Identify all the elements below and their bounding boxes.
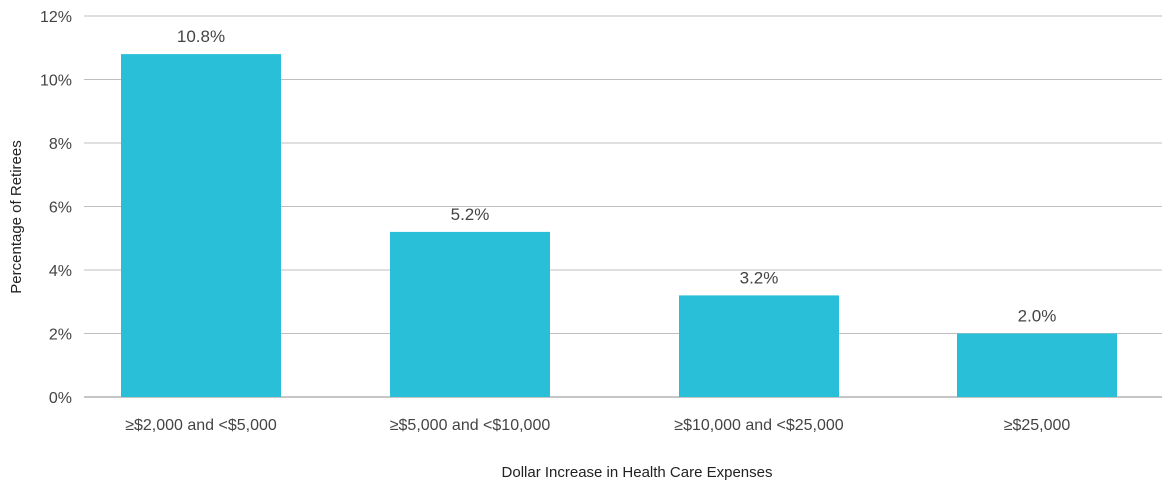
bars xyxy=(121,54,1117,397)
y-tick-label: 0% xyxy=(49,390,72,407)
data-label: 5.2% xyxy=(451,205,490,224)
bar xyxy=(679,295,839,397)
y-tick-label: 10% xyxy=(40,73,72,90)
y-axis-ticks: 0% 2% 4% 6% 8% 10% 12% xyxy=(40,9,72,407)
y-tick-label: 2% xyxy=(49,327,72,344)
bar xyxy=(121,54,281,397)
data-label: 10.8% xyxy=(177,27,225,46)
x-category-label: ≥$10,000 and <$25,000 xyxy=(674,417,843,434)
y-tick-label: 12% xyxy=(40,9,72,26)
bar xyxy=(390,231,550,397)
data-label: 3.2% xyxy=(740,268,779,287)
data-labels: 10.8% 5.2% 3.2% 2.0% xyxy=(177,27,1056,325)
y-tick-label: 4% xyxy=(49,263,72,280)
y-axis-title: Percentage of Retirees xyxy=(8,140,25,293)
x-axis-title: Dollar Increase in Health Care Expenses xyxy=(502,464,773,481)
data-label: 2.0% xyxy=(1018,307,1057,326)
x-category-label: ≥$5,000 and <$10,000 xyxy=(390,417,551,434)
x-category-label: ≥$2,000 and <$5,000 xyxy=(125,417,277,434)
y-tick-label: 8% xyxy=(49,136,72,153)
bar xyxy=(957,333,1117,397)
x-category-label: ≥$25,000 xyxy=(1004,417,1071,434)
x-axis-categories: ≥$2,000 and <$5,000 ≥$5,000 and <$10,000 ≥… xyxy=(125,417,1070,434)
y-tick-label: 6% xyxy=(49,200,72,217)
